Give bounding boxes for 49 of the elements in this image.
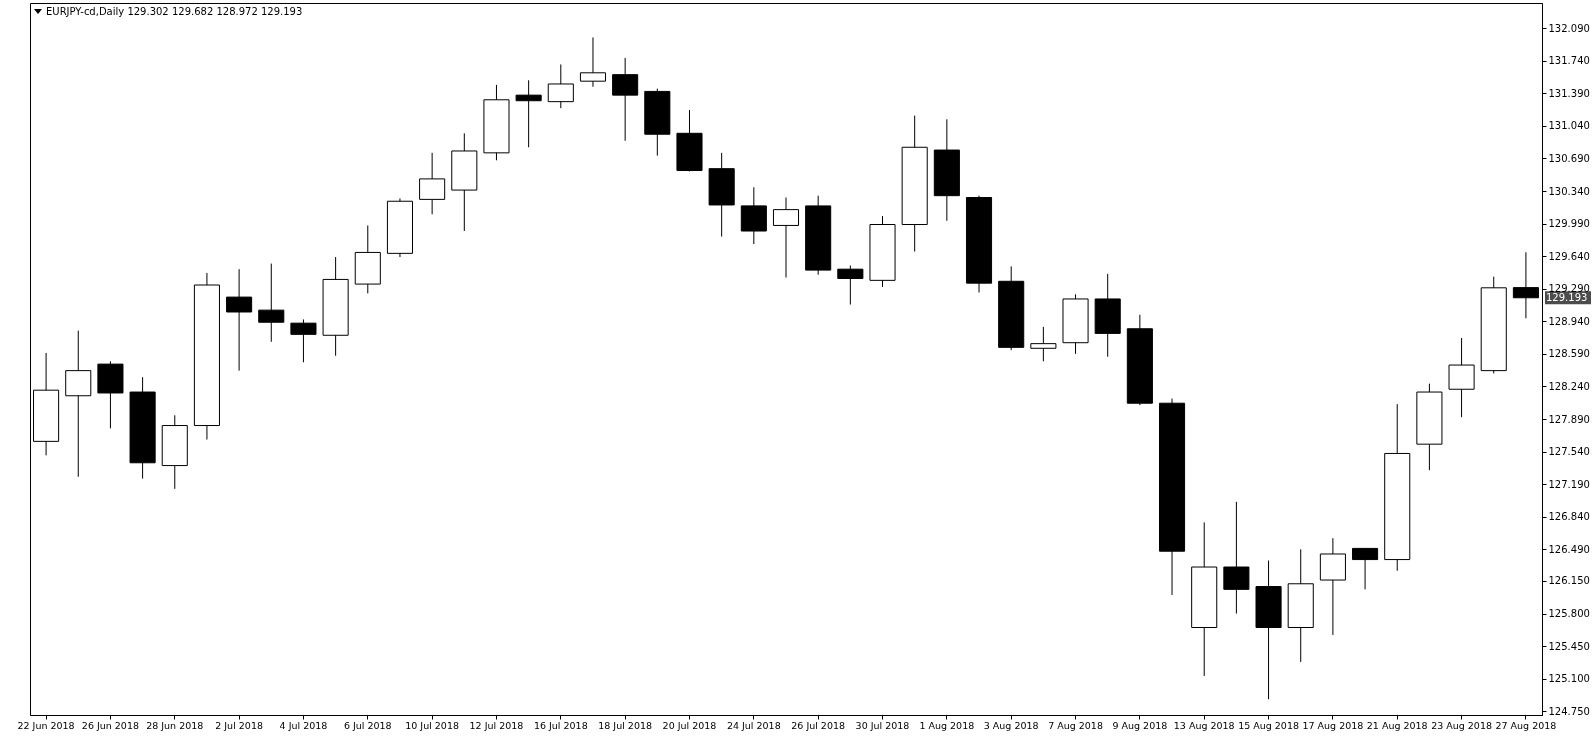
y-tick-label: 125.800 — [1548, 608, 1590, 620]
y-tick-label: 127.890 — [1548, 413, 1590, 425]
x-tick-label: 2 Jul 2018 — [215, 720, 263, 731]
chart-title: EURJPY-cd,Daily 129.302 129.682 128.972 129.193 — [46, 6, 303, 17]
x-tick-label: 26 Jun 2018 — [81, 720, 139, 731]
x-tick-label: 17 Aug 2018 — [1302, 720, 1364, 731]
x-tick-label: 3 Aug 2018 — [983, 720, 1039, 731]
x-tick-label: 18 Jul 2018 — [598, 720, 653, 731]
y-tick-label: 125.450 — [1548, 640, 1590, 652]
y-tick-label: 130.340 — [1548, 185, 1590, 197]
x-tick-label: 26 Jul 2018 — [791, 720, 846, 731]
x-tick-label: 22 Jun 2018 — [17, 720, 75, 731]
y-tick-label: 127.540 — [1548, 446, 1590, 458]
candlestick — [1030, 326, 1057, 362]
y-tick-label: 125.100 — [1548, 673, 1590, 685]
x-tick-label: 9 Aug 2018 — [1112, 720, 1168, 731]
x-tick-label: 7 Aug 2018 — [1048, 720, 1103, 731]
x-tick-label: 13 Aug 2018 — [1173, 720, 1235, 731]
y-tick-label: 132.090 — [1548, 22, 1590, 34]
x-tick-label: 24 Jul 2018 — [726, 720, 781, 731]
x-tick-label: 1 Aug 2018 — [919, 720, 975, 731]
x-tick-label: 20 Jul 2018 — [662, 720, 717, 731]
y-tick-label: 131.740 — [1548, 55, 1590, 67]
y-tick-label: 131.040 — [1548, 120, 1590, 132]
x-tick-label: 28 Jun 2018 — [146, 720, 204, 731]
y-tick-label: 131.390 — [1548, 87, 1590, 99]
y-tick-label: 127.190 — [1548, 478, 1590, 490]
y-tick-label: 128.940 — [1548, 315, 1590, 327]
y-tick-label: 126.490 — [1548, 543, 1590, 555]
x-tick-label: 10 Jul 2018 — [405, 720, 460, 731]
x-tick-label: 4 Jul 2018 — [279, 720, 328, 731]
x-tick-label: 30 Jul 2018 — [855, 720, 910, 731]
y-tick-label: 129.990 — [1548, 218, 1590, 230]
x-tick-label: 23 Aug 2018 — [1431, 720, 1492, 731]
x-tick-label: 6 Jul 2018 — [343, 720, 392, 731]
x-tick-label: 15 Aug 2018 — [1238, 720, 1299, 731]
y-tick-label: 129.640 — [1548, 250, 1590, 262]
y-tick-label: 130.690 — [1548, 152, 1590, 164]
y-tick-label: 126.840 — [1548, 511, 1590, 523]
x-tick-label: 16 Jul 2018 — [533, 720, 588, 731]
x-tick-label: 12 Jul 2018 — [469, 720, 524, 731]
y-tick-label: 126.150 — [1548, 575, 1590, 587]
y-tick-label: 128.590 — [1548, 348, 1590, 360]
x-tick-label: 21 Aug 2018 — [1366, 720, 1428, 731]
candlestick — [515, 79, 542, 148]
x-tick-label: 27 Aug 2018 — [1495, 720, 1557, 731]
y-tick-label: 128.240 — [1548, 380, 1590, 392]
text: 129.193 — [1546, 291, 1588, 303]
y-tick-label: 124.750 — [1548, 705, 1590, 717]
